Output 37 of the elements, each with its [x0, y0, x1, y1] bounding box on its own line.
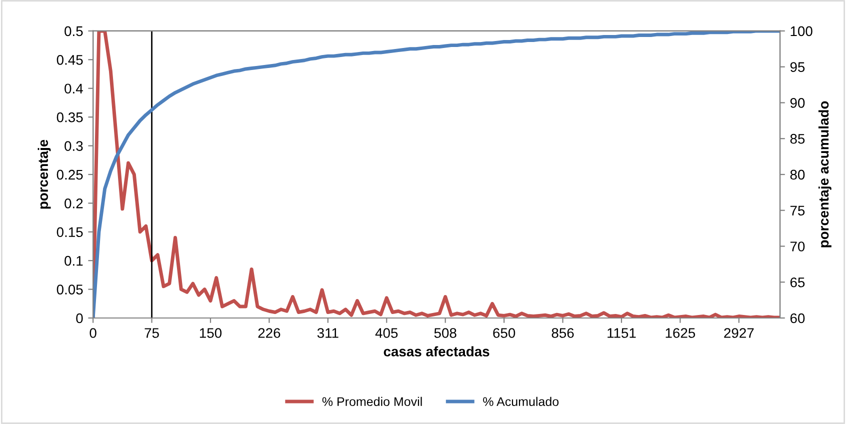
- y-tick-label: 0.45: [56, 54, 83, 65]
- y-tick-label: 0.5: [64, 26, 83, 36]
- y2-axis-title: porcentaje acumulado: [818, 101, 832, 248]
- y-tick-label: 0.3: [64, 141, 83, 151]
- y2-tick-label: 100: [790, 26, 812, 36]
- x-tick-label: 311: [317, 328, 338, 338]
- y2-tick-label: 80: [790, 170, 805, 180]
- y-tick-label: 0.15: [56, 227, 83, 238]
- y-tick-label: 0.1: [64, 256, 83, 266]
- x-tick-label: 0: [90, 328, 96, 338]
- x-tick-label: 150: [200, 328, 222, 338]
- legend-label: % Acumulado: [483, 396, 559, 406]
- y2-tick-label: 70: [790, 242, 805, 252]
- legend-label: % Promedio Movil: [322, 396, 422, 406]
- x-tick-label: 405: [375, 328, 398, 338]
- y2-tick-label: 60: [790, 313, 805, 324]
- x-tick-label: 650: [493, 328, 516, 338]
- x-tick-label: 1625: [666, 328, 696, 338]
- y2-tick-label: 85: [790, 134, 805, 144]
- x-tick-label: 1151: [608, 328, 636, 338]
- y-tick-label: 0.4: [64, 84, 83, 94]
- y-tick-label: 0.05: [56, 284, 83, 294]
- y-tick-label: 0.25: [56, 170, 83, 180]
- x-tick-label: 226: [258, 328, 280, 338]
- y2-tick-label: 95: [790, 62, 805, 72]
- x-tick-label: 508: [434, 328, 456, 338]
- y2-tick-label: 90: [790, 98, 805, 108]
- y-tick-label: 0.2: [64, 198, 83, 208]
- y2-tick-label: 75: [790, 206, 805, 216]
- x-tick-label: 856: [552, 328, 574, 338]
- y2-tick-label: 65: [790, 277, 805, 288]
- y-tick-label: 0: [76, 313, 83, 324]
- y-tick-label: 0.35: [56, 112, 83, 122]
- x-tick-label: 75: [144, 328, 159, 338]
- x-tick-label: 2927: [724, 328, 754, 338]
- x-axis-title: casas afectadas: [384, 346, 490, 356]
- y-axis-title: porcentaje: [38, 140, 51, 209]
